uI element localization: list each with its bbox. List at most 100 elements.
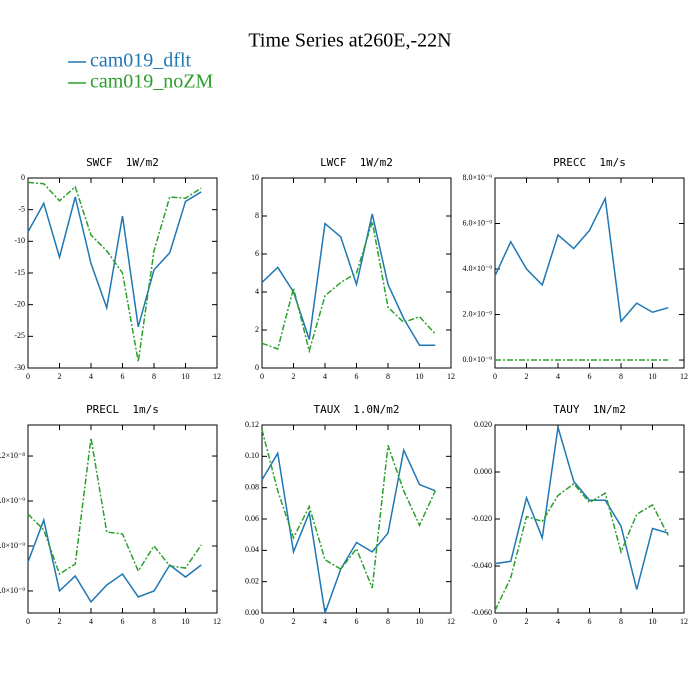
series-line [261, 213, 436, 346]
y-tick-label: 0.04 [245, 545, 259, 554]
x-tick-label: 2 [525, 372, 529, 381]
x-tick-label: 10 [416, 617, 424, 626]
series-line [494, 427, 669, 590]
x-tick-label: 12 [447, 372, 455, 381]
series-line [261, 221, 436, 354]
y-tick-label: 6 [255, 249, 259, 258]
y-tick-label: 0.10 [245, 451, 259, 460]
legend-label: cam019_dflt [90, 50, 192, 72]
y-tick-label: 0.02 [245, 576, 259, 585]
y-tick-label: 10 [251, 173, 259, 182]
plot-frame [494, 424, 685, 614]
y-tick-label: -10 [14, 236, 25, 245]
x-tick-label: 0 [26, 617, 30, 626]
y-tick-label: 2 [255, 325, 259, 334]
y-tick-label: -0.020 [471, 514, 492, 523]
x-tick-label: 8 [619, 617, 623, 626]
x-tick-label: 4 [556, 617, 560, 626]
y-tick-label: 0 [21, 173, 25, 182]
y-tick-label: 0.08 [245, 482, 259, 491]
x-tick-label: 2 [292, 372, 296, 381]
x-tick-label: 4 [556, 372, 560, 381]
x-tick-label: 10 [649, 372, 657, 381]
x-tick-label: 12 [680, 617, 688, 626]
x-tick-label: 12 [213, 372, 221, 381]
x-tick-label: 2 [292, 617, 296, 626]
series-line [27, 181, 202, 362]
x-tick-label: 8 [152, 617, 156, 626]
series-line [494, 482, 669, 611]
y-tick-label: -0.040 [471, 561, 492, 570]
x-tick-label: 4 [323, 617, 327, 626]
plot-frame [261, 424, 452, 614]
y-tick-label: -20 [14, 299, 25, 308]
y-tick-label: 6.0×10⁻⁹ [0, 541, 25, 550]
x-tick-label: 0 [26, 372, 30, 381]
x-tick-label: 10 [182, 617, 190, 626]
x-tick-label: 0 [493, 372, 497, 381]
x-tick-label: 0 [260, 372, 264, 381]
legend-label: cam019_noZM [90, 71, 214, 93]
x-tick-label: 8 [152, 372, 156, 381]
x-tick-label: 6 [355, 617, 359, 626]
x-tick-label: 6 [588, 372, 592, 381]
x-tick-label: 2 [525, 617, 529, 626]
y-tick-label: 8.0×10⁻⁹ [462, 173, 492, 182]
x-tick-label: 4 [323, 372, 327, 381]
series-line [27, 191, 202, 328]
y-tick-label: 4 [255, 287, 259, 296]
x-tick-label: 10 [182, 372, 190, 381]
y-tick-label: -15 [14, 268, 25, 277]
x-tick-label: 6 [355, 372, 359, 381]
y-tick-label: 9.0×10⁻⁹ [0, 496, 25, 505]
x-tick-label: 6 [588, 617, 592, 626]
panel-title: LWCF 1W/m2 [320, 156, 393, 169]
y-tick-label: -30 [14, 363, 25, 372]
x-tick-label: 2 [58, 617, 62, 626]
x-tick-label: 10 [416, 372, 424, 381]
y-tick-label: 0.12 [245, 420, 259, 429]
y-tick-label: 0.0×10⁻⁹ [462, 355, 492, 364]
x-tick-label: 8 [619, 372, 623, 381]
y-tick-label: 0.020 [474, 420, 492, 429]
x-tick-label: 10 [649, 617, 657, 626]
x-tick-label: 4 [89, 617, 93, 626]
series-line [261, 447, 436, 614]
y-tick-label: -5 [18, 204, 25, 213]
panel-title: SWCF 1W/m2 [86, 156, 159, 169]
x-tick-label: 8 [386, 617, 390, 626]
x-tick-label: 8 [386, 372, 390, 381]
panel-title: TAUX 1.0N/m2 [313, 403, 399, 416]
panel-title: PRECL 1m/s [86, 403, 159, 416]
x-tick-label: 12 [680, 372, 688, 381]
series-line [27, 437, 202, 576]
y-tick-label: 2.0×10⁻⁹ [462, 309, 492, 318]
x-tick-label: 6 [121, 617, 125, 626]
y-tick-label: 4.0×10⁻⁹ [462, 264, 492, 273]
y-tick-label: -25 [14, 331, 25, 340]
panel-title: TAUY 1N/m2 [553, 403, 626, 416]
y-tick-label: 6.0×10⁻⁹ [462, 218, 492, 227]
y-tick-label: 0.00 [245, 608, 259, 617]
y-tick-label: 3.0×10⁻⁹ [0, 586, 25, 595]
x-tick-label: 2 [58, 372, 62, 381]
x-tick-label: 6 [121, 372, 125, 381]
figure-title: Time Series at260E,-22N [248, 30, 451, 52]
y-tick-label: -0.060 [471, 608, 492, 617]
series-line [494, 195, 669, 324]
series-line [261, 429, 436, 589]
x-tick-label: 0 [260, 617, 264, 626]
y-tick-label: 1.2×10⁻⁸ [0, 451, 25, 460]
plot-frame [494, 177, 685, 369]
x-tick-label: 12 [213, 617, 221, 626]
panel-title: PRECC 1m/s [553, 156, 626, 169]
x-tick-label: 12 [447, 617, 455, 626]
y-tick-label: 0.000 [474, 467, 492, 476]
y-tick-label: 0.06 [245, 514, 259, 523]
y-tick-label: 0 [255, 363, 259, 372]
plot-frame [27, 424, 218, 614]
x-tick-label: 0 [493, 617, 497, 626]
x-tick-label: 4 [89, 372, 93, 381]
y-tick-label: 8 [255, 211, 259, 220]
